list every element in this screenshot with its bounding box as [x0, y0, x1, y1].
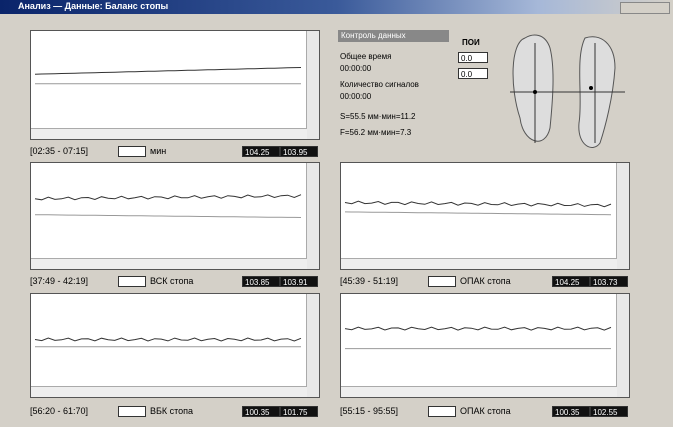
toggle-button[interactable] — [118, 276, 146, 287]
vertical-scrollbar[interactable] — [306, 294, 319, 397]
value-box: 100.35 — [242, 406, 280, 417]
toggle-button[interactable] — [118, 146, 146, 157]
plot — [344, 326, 612, 350]
plot — [344, 200, 612, 216]
plot — [34, 337, 302, 348]
unit-label: ВСК стопа — [150, 276, 194, 286]
signal-line — [34, 214, 302, 218]
field[interactable]: 0.0 — [458, 52, 488, 63]
time-range: [37:49 - 42:19] — [30, 276, 89, 286]
horizontal-scrollbar[interactable] — [31, 128, 307, 139]
signal-line — [344, 211, 612, 216]
toggle-button[interactable] — [428, 406, 456, 417]
time-range: [56:20 - 61:70] — [30, 406, 89, 416]
plot — [34, 67, 302, 85]
toggle-button[interactable] — [428, 276, 456, 287]
signal-line — [34, 194, 302, 201]
value-box: 103.95 — [280, 146, 318, 157]
chart-panel — [30, 293, 320, 398]
info-text: S=55.5 мм·мин=11.2 — [340, 112, 416, 121]
horizontal-scrollbar[interactable] — [31, 258, 307, 269]
info-text: Общее время — [340, 52, 392, 61]
time-range: [55:15 - 95:55] — [340, 406, 399, 416]
signal-line — [344, 200, 612, 208]
vertical-scrollbar[interactable] — [616, 163, 629, 269]
marker — [533, 90, 537, 94]
field[interactable]: 0.0 — [458, 68, 488, 79]
value-box: 102.55 — [590, 406, 628, 417]
info-text: Количество сигналов — [340, 80, 419, 89]
chart-panel — [30, 30, 320, 140]
chart-panel — [340, 293, 630, 398]
horizontal-scrollbar[interactable] — [341, 386, 617, 397]
signal-line — [34, 337, 302, 342]
unit-label: ВБК стопа — [150, 406, 194, 416]
unit-label: ОПАК стопа — [460, 276, 511, 286]
value-box: 101.75 — [280, 406, 318, 417]
time-range: [02:35 - 07:15] — [30, 146, 89, 156]
value-box: 100.35 — [552, 406, 590, 417]
info-text: 00:00:00 — [340, 92, 372, 101]
value-box: 103.91 — [280, 276, 318, 287]
horizontal-scrollbar[interactable] — [31, 386, 307, 397]
marker — [589, 86, 593, 90]
horizontal-scrollbar[interactable] — [341, 258, 617, 269]
vertical-scrollbar[interactable] — [616, 294, 629, 397]
info-header: Контроль данных — [338, 30, 449, 42]
box-title: ПОИ — [462, 38, 480, 47]
title-bar: Анализ — Данные: Баланс стопы — [0, 0, 673, 14]
info-text: F=56.2 мм·мин=7.3 — [340, 128, 412, 137]
left-foot — [512, 34, 554, 142]
vertical-scrollbar[interactable] — [306, 163, 319, 269]
value-box: 104.25 — [242, 146, 280, 157]
unit-label: ОПАК стопа — [460, 406, 511, 416]
chart-panel — [30, 162, 320, 270]
window-controls[interactable] — [620, 2, 670, 14]
value-box: 103.85 — [242, 276, 280, 287]
time-range: [45:39 - 51:19] — [340, 276, 399, 286]
window-title: Анализ — Данные: Баланс стопы — [18, 1, 169, 11]
feet-diagram — [510, 34, 625, 148]
chart-panel — [340, 162, 630, 270]
unit-label: мин — [150, 146, 167, 156]
vertical-scrollbar[interactable] — [306, 31, 319, 139]
value-box: 104.25 — [552, 276, 590, 287]
plot — [34, 194, 302, 218]
info-text: 00:00:00 — [340, 64, 372, 73]
signal-line — [344, 326, 612, 331]
signal-line — [34, 67, 302, 75]
value-box: 103.73 — [590, 276, 628, 287]
toggle-button[interactable] — [118, 406, 146, 417]
